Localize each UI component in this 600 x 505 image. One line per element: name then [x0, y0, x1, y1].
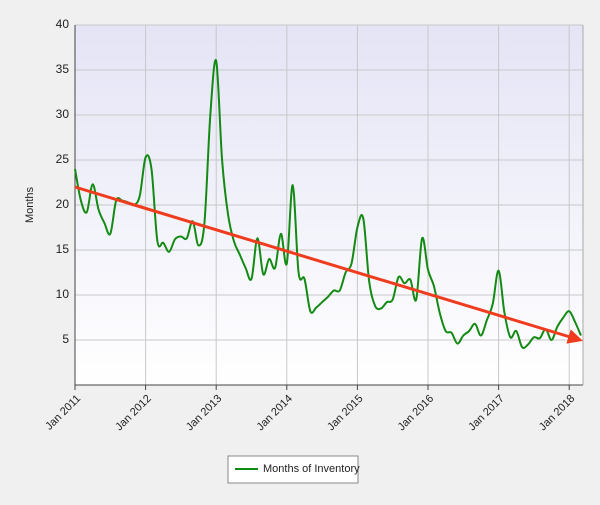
- y-tick-label: 40: [56, 17, 70, 31]
- x-tick-label: Jan 2017: [466, 393, 506, 433]
- y-tick-label: 35: [56, 62, 70, 76]
- y-axis-label: Months: [24, 186, 36, 223]
- x-tick-label: Jan 2011: [43, 393, 83, 433]
- x-tick-label: Jan 2016: [396, 393, 436, 433]
- y-tick-label: 20: [56, 197, 70, 211]
- x-tick-label: Jan 2015: [325, 393, 365, 433]
- trend-arrow: [74, 185, 583, 344]
- y-tick-label: 25: [56, 152, 70, 166]
- legend-label: Months of Inventory: [263, 463, 360, 475]
- x-tick-label: Jan 2013: [184, 393, 224, 433]
- data-line: [74, 58, 582, 349]
- y-tick-label: 30: [56, 107, 70, 121]
- x-tick-label: Jan 2012: [113, 393, 153, 433]
- x-tick-label: Jan 2018: [537, 393, 577, 433]
- y-tick-label: 10: [56, 287, 70, 301]
- y-tick-label: 5: [62, 332, 69, 346]
- x-tick-label: Jan 2014: [254, 393, 294, 433]
- y-tick-label: 15: [56, 242, 70, 256]
